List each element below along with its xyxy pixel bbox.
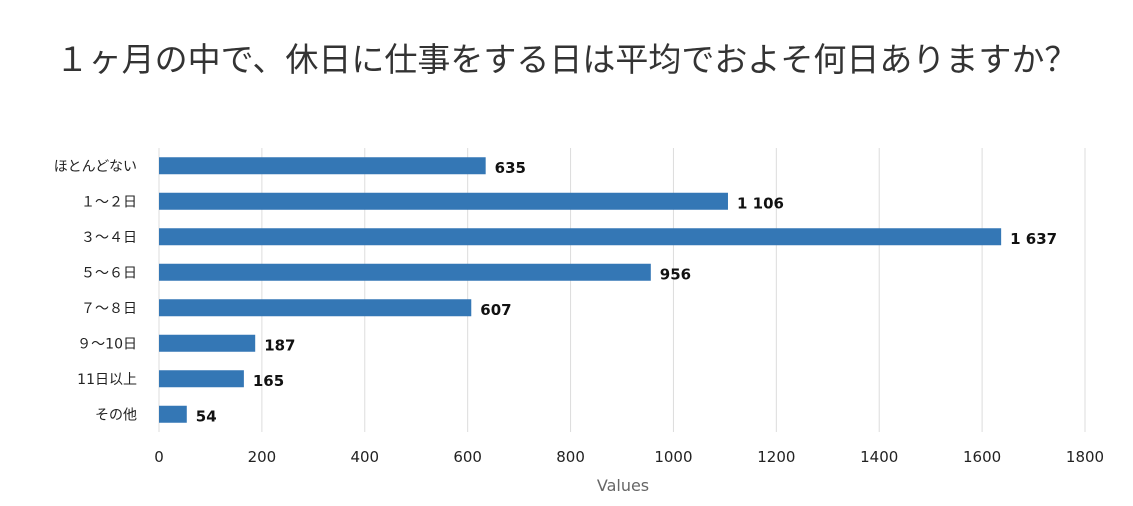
category-label: 11日以上: [77, 372, 137, 388]
data-label: 187: [264, 336, 295, 354]
bar[interactable]: [159, 334, 256, 352]
x-tick-label: 200: [248, 448, 277, 466]
bar[interactable]: [159, 299, 472, 317]
data-label: 956: [660, 265, 691, 283]
x-tick-label: 0: [154, 448, 164, 466]
data-label: 1 106: [737, 194, 784, 212]
data-label: 635: [495, 159, 526, 177]
x-tick-label: 1600: [963, 448, 1001, 466]
data-label: 607: [480, 301, 511, 319]
data-label: 1 637: [1010, 230, 1057, 248]
data-label: 165: [253, 372, 284, 390]
category-label: その他: [95, 407, 137, 423]
x-axis-title: Values: [597, 476, 649, 495]
chart-title: １ヶ月の中で、休日に仕事をする日は平均でおよそ何日ありますか？: [55, 40, 1078, 79]
x-tick-label: 1200: [757, 448, 795, 466]
bar[interactable]: [159, 263, 651, 281]
bar[interactable]: [159, 192, 728, 210]
category-label: ７～８日: [81, 301, 137, 317]
category-label: １～２日: [81, 194, 137, 210]
x-tick-label: 1800: [1066, 448, 1104, 466]
x-tick-label: 400: [350, 448, 379, 466]
x-tick-label: 800: [556, 448, 585, 466]
bar[interactable]: [159, 370, 244, 388]
bar[interactable]: [159, 157, 486, 175]
category-label: ９～10日: [77, 336, 137, 352]
category-label: ３～４日: [81, 230, 137, 246]
x-tick-label: 1000: [654, 448, 692, 466]
x-tick-label: 1400: [860, 448, 898, 466]
x-tick-label: 600: [453, 448, 482, 466]
bar[interactable]: [159, 228, 1002, 246]
category-label: ほとんどない: [54, 159, 137, 175]
bar[interactable]: [159, 405, 187, 423]
data-label: 54: [196, 407, 217, 425]
category-label: ５～６日: [81, 265, 137, 281]
